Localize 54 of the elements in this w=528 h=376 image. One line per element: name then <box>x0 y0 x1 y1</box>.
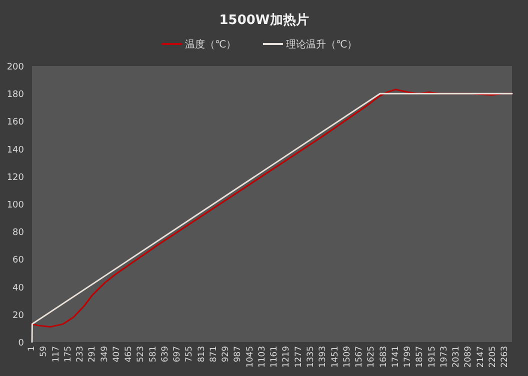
x-tick-label: 1973 <box>439 346 450 368</box>
x-tick-label: 1161 <box>270 346 280 368</box>
x-tick-label: 59 <box>39 346 50 357</box>
x-tick-label: 929 <box>221 346 232 362</box>
x-tick-label: 291 <box>88 346 98 362</box>
y-tick-label: 80 <box>12 228 24 238</box>
x-tick-label: 1045 <box>245 346 256 368</box>
y-tick-label: 120 <box>6 172 24 183</box>
y-tick-label: 20 <box>12 310 24 321</box>
x-tick-label: 987 <box>233 346 244 362</box>
x-tick-label: 2205 <box>488 346 498 368</box>
x-tick-label: 523 <box>136 346 146 362</box>
x-tick-label: 697 <box>172 346 183 362</box>
chart-title: 1500W加热片 <box>219 13 309 28</box>
x-tick-label: 1915 <box>427 346 438 368</box>
y-tick-label: 140 <box>6 145 24 156</box>
x-tick-label: 755 <box>184 346 195 362</box>
x-tick-label: 233 <box>76 346 86 362</box>
x-tick-label: 639 <box>160 346 170 362</box>
x-tick-label: 2147 <box>476 346 486 368</box>
legend-label: 理论温升（℃） <box>286 38 358 50</box>
x-tick-label: 1509 <box>342 346 352 368</box>
x-tick-label: 1451 <box>330 346 340 368</box>
x-tick-label: 1335 <box>306 346 316 368</box>
x-tick-label: 813 <box>196 346 207 362</box>
x-tick-label: 2089 <box>464 346 474 368</box>
x-tick-label: 1625 <box>366 346 377 368</box>
x-tick-label: 871 <box>208 346 219 362</box>
x-tick-label: 1103 <box>257 346 268 368</box>
x-tick-label: 1683 <box>378 346 389 368</box>
x-tick-label: 2263 <box>500 346 510 368</box>
x-tick-label: 581 <box>148 346 158 362</box>
x-tick-label: 1567 <box>354 346 365 368</box>
x-tick-label: 1 <box>27 346 37 352</box>
x-tick-label: 1393 <box>318 346 328 368</box>
x-tick-label: 465 <box>124 346 134 362</box>
y-tick-label: 60 <box>12 256 24 266</box>
y-tick-label: 40 <box>12 283 24 294</box>
y-tick-label: 180 <box>6 90 24 100</box>
y-tick-label: 200 <box>6 62 24 72</box>
y-tick-label: 100 <box>6 200 24 210</box>
x-tick-label: 117 <box>51 346 62 362</box>
y-tick-label: 0 <box>18 338 24 348</box>
x-tick-label: 1741 <box>390 346 401 368</box>
x-tick-label: 1219 <box>282 346 292 368</box>
x-tick-label: 175 <box>63 346 74 362</box>
legend-label: 温度（℃） <box>185 38 236 50</box>
x-tick-label: 349 <box>100 346 110 362</box>
x-tick-label: 1857 <box>415 346 426 368</box>
y-tick-label: 160 <box>6 118 24 128</box>
x-tick-label: 2031 <box>452 346 462 368</box>
x-tick-label: 407 <box>112 346 122 362</box>
x-tick-label: 1799 <box>403 346 414 368</box>
x-tick-label: 1277 <box>294 346 304 368</box>
